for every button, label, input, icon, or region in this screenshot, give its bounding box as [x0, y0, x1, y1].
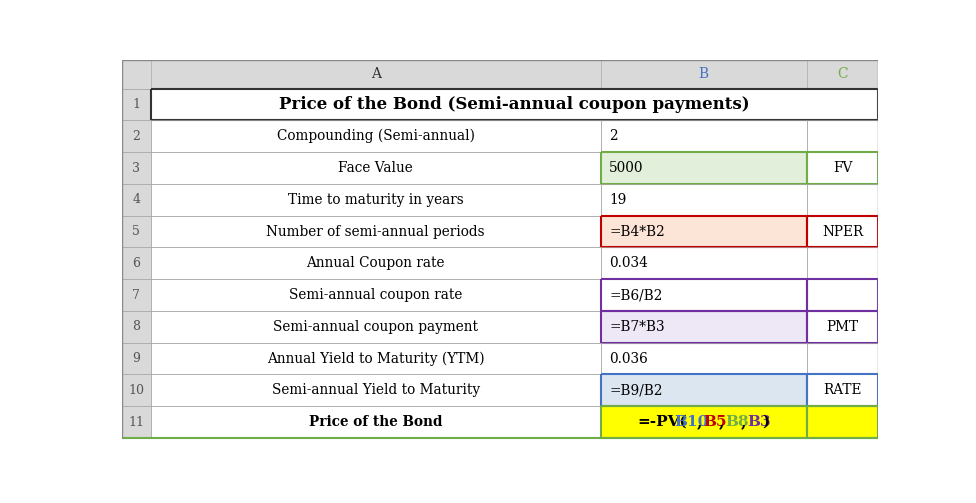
- Text: Semi-annual Yield to Maturity: Semi-annual Yield to Maturity: [271, 383, 480, 397]
- Text: 10: 10: [129, 384, 144, 397]
- Text: 2: 2: [609, 129, 618, 143]
- Bar: [806, 279, 878, 311]
- Bar: [122, 279, 150, 311]
- Text: B10: B10: [674, 415, 709, 429]
- Text: =B6/B2: =B6/B2: [609, 288, 663, 302]
- Text: 0.036: 0.036: [609, 352, 648, 366]
- Text: Semi-annual coupon rate: Semi-annual coupon rate: [289, 288, 463, 302]
- Bar: [122, 120, 150, 152]
- Bar: [122, 374, 150, 406]
- Text: =B4*B2: =B4*B2: [609, 224, 665, 238]
- Bar: [601, 247, 806, 279]
- Bar: [150, 406, 601, 438]
- Bar: [806, 120, 878, 152]
- Bar: [150, 311, 601, 343]
- Text: Price of the Bond: Price of the Bond: [309, 415, 442, 429]
- Text: 8: 8: [133, 320, 141, 333]
- Bar: [806, 152, 878, 184]
- Bar: [122, 311, 150, 343]
- Bar: [150, 184, 601, 216]
- Text: B: B: [699, 67, 709, 81]
- Text: 5: 5: [133, 225, 141, 238]
- Text: ): ): [762, 415, 770, 429]
- Bar: [601, 406, 806, 438]
- Bar: [806, 311, 878, 343]
- Bar: [150, 89, 878, 120]
- Text: 2: 2: [133, 130, 141, 143]
- Bar: [601, 216, 806, 247]
- Text: Annual Coupon rate: Annual Coupon rate: [306, 257, 445, 270]
- Bar: [150, 279, 601, 311]
- Text: PMT: PMT: [827, 320, 859, 334]
- Bar: [122, 152, 150, 184]
- Bar: [122, 89, 150, 120]
- Text: 1: 1: [133, 98, 141, 111]
- Text: Annual Yield to Maturity (YTM): Annual Yield to Maturity (YTM): [267, 352, 485, 366]
- Bar: [122, 343, 150, 374]
- Bar: [601, 184, 806, 216]
- Text: 0.034: 0.034: [609, 257, 648, 270]
- Bar: [122, 406, 150, 438]
- Bar: [806, 406, 878, 438]
- Bar: [601, 152, 806, 184]
- Text: 9: 9: [133, 352, 141, 365]
- Text: 4: 4: [133, 193, 141, 206]
- Bar: [150, 120, 601, 152]
- Text: C: C: [837, 67, 848, 81]
- Bar: [122, 184, 150, 216]
- Bar: [122, 60, 878, 89]
- Bar: [150, 152, 601, 184]
- Text: Compounding (Semi-annual): Compounding (Semi-annual): [277, 129, 474, 143]
- Bar: [806, 216, 878, 247]
- Text: FV: FV: [833, 161, 852, 175]
- Text: 19: 19: [609, 193, 627, 207]
- Text: NPER: NPER: [822, 224, 863, 238]
- Text: ,: ,: [741, 415, 746, 429]
- Text: B3: B3: [748, 415, 771, 429]
- Text: 3: 3: [133, 161, 141, 175]
- Text: 6: 6: [133, 257, 141, 270]
- Text: ,: ,: [718, 415, 724, 429]
- Text: A: A: [371, 67, 381, 81]
- Bar: [122, 216, 150, 247]
- Text: 5000: 5000: [609, 161, 643, 175]
- Bar: [122, 247, 150, 279]
- Text: Semi-annual coupon payment: Semi-annual coupon payment: [273, 320, 478, 334]
- Bar: [601, 311, 806, 343]
- Bar: [150, 216, 601, 247]
- Bar: [150, 343, 601, 374]
- Bar: [806, 374, 878, 406]
- Text: 7: 7: [133, 289, 141, 302]
- Text: =B9/B2: =B9/B2: [609, 383, 663, 397]
- Text: =-PV(: =-PV(: [637, 415, 687, 429]
- Bar: [806, 184, 878, 216]
- Text: 11: 11: [129, 415, 144, 429]
- Bar: [601, 120, 806, 152]
- Bar: [601, 343, 806, 374]
- Text: =B7*B3: =B7*B3: [609, 320, 665, 334]
- Bar: [150, 247, 601, 279]
- Bar: [806, 343, 878, 374]
- Text: Face Value: Face Value: [339, 161, 413, 175]
- Text: B5: B5: [704, 415, 727, 429]
- Text: RATE: RATE: [823, 383, 862, 397]
- Text: Number of semi-annual periods: Number of semi-annual periods: [266, 224, 485, 238]
- Bar: [150, 374, 601, 406]
- Text: ,: ,: [696, 415, 702, 429]
- Bar: [122, 60, 150, 89]
- Text: Price of the Bond (Semi-annual coupon payments): Price of the Bond (Semi-annual coupon pa…: [279, 96, 750, 113]
- Bar: [601, 279, 806, 311]
- Text: B8: B8: [726, 415, 750, 429]
- Bar: [806, 247, 878, 279]
- Bar: [601, 374, 806, 406]
- Text: Time to maturity in years: Time to maturity in years: [288, 193, 464, 207]
